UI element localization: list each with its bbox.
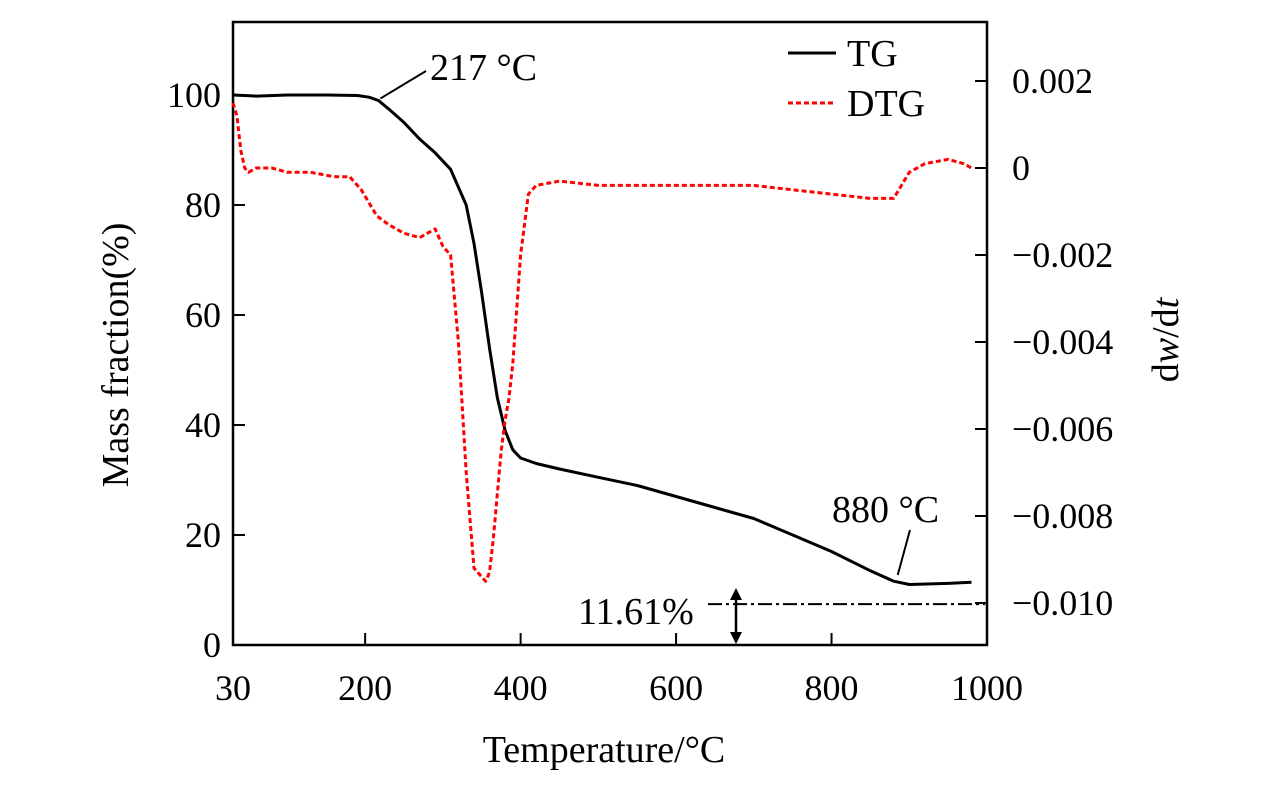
- annotation-label-217: 217 °C: [430, 47, 537, 89]
- x-axis-title: Temperature/°C: [483, 729, 726, 771]
- x-tick-label-3: 600: [649, 668, 703, 708]
- legend-label-dtg: DTG: [847, 83, 925, 125]
- x-tick-label-1: 200: [338, 668, 392, 708]
- plot-frame: [231, 20, 989, 647]
- y-right-tick-label-4: −0.006: [1012, 409, 1113, 449]
- y-right-axis-title: dw/dt: [1145, 296, 1187, 382]
- y-right-tick-label-0: 0.002: [1012, 61, 1093, 101]
- annotation-leader-880: [896, 529, 911, 576]
- x-tick-label-4: 800: [805, 668, 859, 708]
- y-left-tick-label-4: 80: [185, 185, 221, 225]
- x-tick-label-2: 400: [494, 668, 548, 708]
- y-right-title-part-1: w: [1145, 337, 1187, 363]
- y-right-title-part-0: d: [1145, 363, 1187, 382]
- x-tick-label-0: 30: [215, 668, 251, 708]
- plot-area: [231, 20, 989, 647]
- y-right-title-part-3: t: [1145, 296, 1187, 308]
- annotation-leader-217: [379, 70, 427, 100]
- series-line-dtg: [231, 102, 973, 583]
- residue-arrow-head-up: [730, 588, 742, 600]
- y-right-tick-label-1: 0: [1012, 148, 1030, 188]
- x-tick-label-5: 1000: [951, 668, 1023, 708]
- y-right-tick-label-2: −0.002: [1012, 235, 1113, 275]
- y-right-tick-label-5: −0.008: [1012, 496, 1113, 536]
- labels-layer: Temperature/°C Mass fraction(%) dw/dt TG DTG…: [95, 33, 1187, 771]
- y-right-tick-label-3: −0.004: [1012, 322, 1113, 362]
- legend-label-tg: TG: [847, 33, 898, 75]
- y-left-axis-title: Mass fraction(%): [95, 223, 137, 488]
- y-left-tick-label-0: 0: [203, 625, 221, 665]
- series-layer: [231, 93, 973, 586]
- annotation-label-880: 880 °C: [832, 489, 939, 531]
- y-right-title-part-2: /d: [1145, 308, 1187, 338]
- residue-arrow-head-down: [730, 632, 742, 644]
- annotation-label-residue: 11.61%: [578, 591, 694, 633]
- y-left-tick-label-5: 100: [167, 75, 221, 115]
- series-line-tg: [232, 93, 972, 586]
- y-left-tick-label-1: 20: [185, 515, 221, 555]
- y-left-tick-label-3: 60: [185, 295, 221, 335]
- y-left-tick-label-2: 40: [185, 405, 221, 445]
- axes-layer: 30 200 400 600 800 1000 0 20 40 60 80 100 0.002 0 −0.0…: [167, 61, 1113, 708]
- legend: TG DTG: [788, 33, 925, 125]
- y-right-tick-label-6: −0.010: [1012, 583, 1113, 623]
